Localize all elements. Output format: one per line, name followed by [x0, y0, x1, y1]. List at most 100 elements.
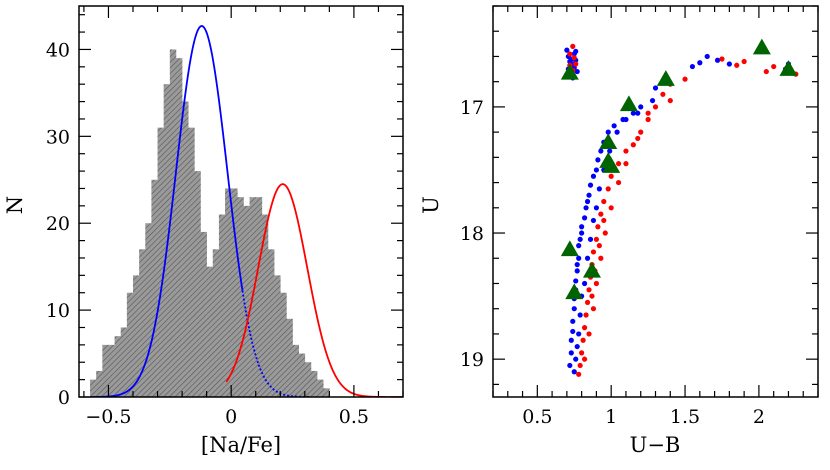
histogram-bar [169, 49, 177, 397]
blue-point [577, 236, 583, 242]
red-point [577, 362, 583, 369]
histogram-y-axis-label: N [3, 196, 27, 214]
histogram-bar [182, 101, 189, 397]
red-point [593, 280, 600, 287]
blue-point [714, 57, 721, 63]
red-point [598, 255, 604, 261]
red-point [589, 293, 595, 299]
histogram-bar [188, 127, 195, 397]
histogram-bar [298, 353, 306, 397]
x-tick-label: 0.5 [339, 406, 369, 428]
histogram-bar [133, 275, 140, 397]
histogram-x-axis-label: [Na/Fe] [201, 433, 281, 457]
triangle-point [656, 70, 675, 86]
blue-point [590, 217, 597, 224]
blue-point [583, 205, 589, 211]
cmd-x-axis-label: U−B [630, 433, 681, 457]
red-point [590, 249, 597, 255]
red-point [593, 236, 600, 242]
blue-point [611, 123, 617, 129]
histogram-bar [126, 292, 134, 397]
blue-point [568, 350, 574, 356]
y-tick-label: 20 [46, 213, 70, 235]
histogram-bar [292, 344, 299, 397]
histogram-bar [212, 249, 220, 397]
y-tick-label: 18 [460, 223, 484, 245]
x-tick-label: 0 [225, 406, 237, 428]
y-tick-label: 10 [46, 300, 70, 322]
red-point [660, 91, 666, 97]
histogram-bar [102, 344, 109, 397]
red-point [584, 299, 591, 306]
x-tick-label: 0.5 [522, 406, 552, 428]
blue-point [568, 337, 574, 343]
red-point [595, 224, 601, 230]
blue-point [576, 243, 582, 249]
blue-point [623, 116, 629, 123]
red-point [580, 337, 586, 343]
blue-point [593, 205, 600, 211]
red-point [623, 161, 629, 167]
histogram-bar [218, 214, 226, 397]
blue-point [571, 369, 577, 375]
blue-point [573, 356, 579, 362]
blue-point [587, 182, 594, 188]
histogram-bar [139, 249, 146, 397]
red-point [581, 325, 588, 331]
histogram-bar [280, 292, 287, 397]
blue-point [574, 261, 580, 268]
blue-point [593, 167, 600, 173]
histogram-bar [237, 197, 244, 397]
red-point [635, 135, 641, 142]
blue-point [576, 331, 582, 337]
histogram-bar [175, 58, 183, 397]
blue-point [689, 63, 696, 70]
triangle-point [602, 157, 621, 173]
triangle-point [752, 38, 771, 55]
histogram-bar [96, 370, 103, 397]
histogram-bar [317, 379, 324, 397]
red-point [570, 43, 576, 49]
red-point [596, 243, 602, 249]
histogram-bar [323, 388, 330, 397]
blue-point [649, 97, 656, 104]
x-tick-label: 2 [753, 406, 765, 428]
histogram-bar [255, 197, 263, 397]
blue-point [652, 85, 659, 91]
triangle-point [560, 63, 579, 80]
y-tick-label: 30 [46, 126, 70, 148]
histogram-bar [114, 336, 122, 397]
y-tick-label: 17 [460, 97, 484, 119]
red-point [586, 331, 592, 337]
histogram-bar [194, 171, 201, 397]
blue-point [586, 192, 592, 198]
blue-point [587, 236, 594, 242]
red-point [763, 68, 769, 75]
x-tick-label: −0.5 [85, 406, 131, 428]
red-point [623, 148, 629, 154]
histogram-bar [200, 231, 207, 397]
red-point [608, 205, 614, 211]
histogram-bar [274, 275, 281, 397]
red-point [576, 371, 582, 377]
blue-point [704, 53, 710, 60]
blue-point [574, 268, 580, 274]
histogram-bar [243, 205, 250, 397]
histogram-panel: −0.5 0 0.5 0 10 20 30 40 [Na/Fe] N [3, 5, 404, 457]
blue-point [576, 255, 582, 261]
triangle-point [779, 60, 798, 76]
triangle-point [560, 240, 579, 257]
red-point [601, 217, 607, 224]
blue-point [635, 110, 641, 116]
histogram-bar [145, 223, 152, 397]
blue-point [581, 215, 588, 221]
triangle-point [619, 95, 638, 112]
red-point [581, 356, 588, 362]
blue-point [581, 280, 588, 287]
histogram-bar [151, 179, 158, 397]
blue-point [605, 129, 611, 135]
red-point [601, 198, 607, 205]
blue-point [570, 328, 576, 335]
cmd-y-axis-label: U [419, 196, 443, 214]
